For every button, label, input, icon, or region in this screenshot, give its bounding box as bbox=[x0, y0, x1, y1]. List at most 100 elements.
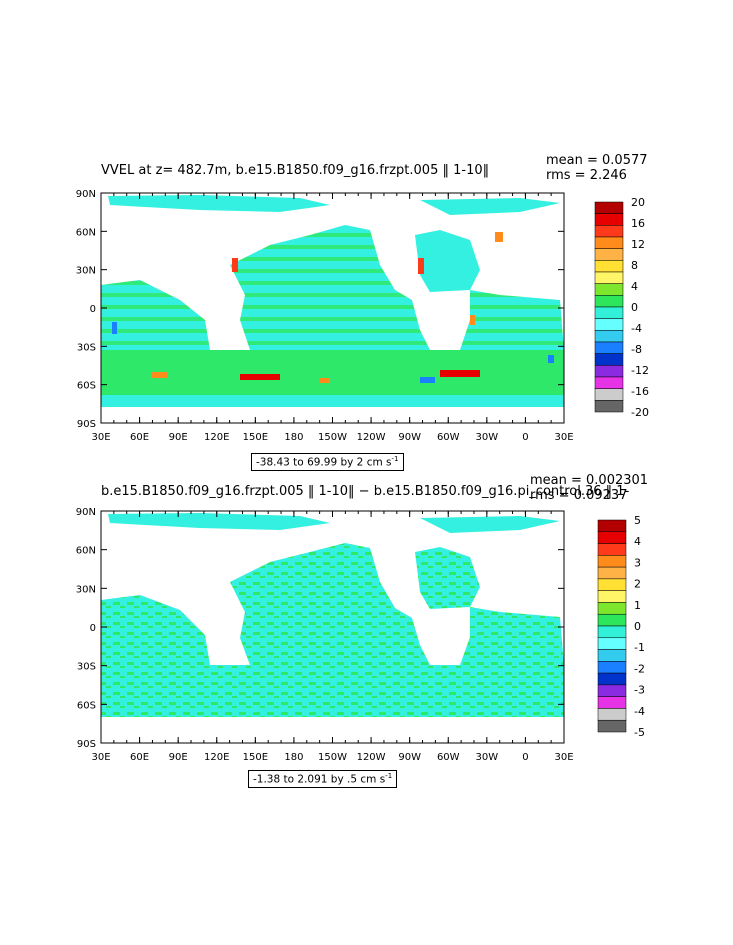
lon-label: 60W bbox=[437, 432, 460, 443]
lon-label: 150W bbox=[318, 432, 347, 443]
colorbar-label: -3 bbox=[634, 684, 645, 697]
colorbar-swatch bbox=[594, 225, 624, 238]
colorbar-swatch bbox=[594, 330, 624, 343]
colorbar-swatch bbox=[594, 271, 624, 284]
colorbar-label: 5 bbox=[634, 514, 641, 527]
colorbar-label: 16 bbox=[631, 217, 645, 230]
lon-label: 60E bbox=[130, 432, 149, 443]
panel2-rms: rms = 0.09237 bbox=[530, 488, 628, 503]
colorbar-swatch bbox=[597, 637, 627, 650]
panel1-map bbox=[100, 192, 565, 424]
lon-label: 180 bbox=[284, 432, 303, 443]
south-atlantic bbox=[460, 290, 564, 350]
panel2-range: -1.38 to 2.091 by .5 cm s bbox=[253, 773, 386, 786]
colorbar-label: -20 bbox=[631, 406, 649, 419]
lat-label: 90N bbox=[76, 507, 96, 518]
panel1-range-box: -38.43 to 69.99 by 2 cm s-1 bbox=[251, 453, 404, 471]
lon-label: 90W bbox=[398, 752, 421, 763]
south-atlantic-2 bbox=[460, 607, 564, 665]
panel2-title: b.e15.B1850.f09_g16.frzpt.005 ‖ 1-10‖ − … bbox=[101, 484, 630, 499]
colorbar-label: 20 bbox=[631, 196, 645, 209]
colorbar-swatch bbox=[594, 306, 624, 319]
lon-label: 30W bbox=[476, 752, 499, 763]
north-atlantic-2 bbox=[415, 547, 480, 609]
colorbar-label: -1 bbox=[634, 641, 645, 654]
colorbar-label: 1 bbox=[634, 599, 641, 612]
panel1-range: -38.43 to 69.99 by 2 cm s bbox=[256, 456, 392, 469]
colorbar-swatch bbox=[597, 590, 627, 603]
colorbar-swatch bbox=[594, 318, 624, 331]
colorbar-label: -16 bbox=[631, 385, 649, 398]
lon-label: 120E bbox=[204, 432, 229, 443]
lon-label: 0 bbox=[522, 432, 528, 443]
colorbar-swatch bbox=[597, 696, 627, 709]
panel1-title: VVEL at z= 482.7m, b.e15.B1850.f09_g16.f… bbox=[101, 163, 490, 178]
colorbar-label: 2 bbox=[634, 578, 641, 591]
lon-label: 30E bbox=[554, 752, 573, 763]
panel2-colorbar: 5 4 3 2 1 0 -1 -2 -3 -4 -5 bbox=[597, 514, 645, 739]
colorbar-swatch bbox=[594, 248, 624, 261]
colorbar-label: 3 bbox=[634, 556, 641, 569]
colorbar-swatch bbox=[597, 708, 627, 721]
colorbar-swatch bbox=[594, 365, 624, 378]
lon-label: 60E bbox=[130, 752, 149, 763]
colorbar-swatch bbox=[597, 543, 627, 556]
colorbar-swatch bbox=[594, 376, 624, 389]
colorbar-swatch bbox=[597, 613, 627, 627]
colorbar-swatch bbox=[594, 388, 624, 401]
pacific-ocean bbox=[230, 225, 430, 350]
lon-label: 150E bbox=[243, 432, 268, 443]
panel1-range-sup: -1 bbox=[391, 455, 399, 463]
north-atlantic bbox=[415, 230, 480, 292]
panel2-mean: mean = 0.002301 bbox=[530, 473, 649, 488]
lat-label: 0 bbox=[90, 623, 96, 634]
colorbar-label: 4 bbox=[634, 535, 641, 548]
lon-label: 30E bbox=[91, 432, 110, 443]
lat-label: 60S bbox=[77, 381, 96, 392]
lon-label: 90E bbox=[169, 752, 188, 763]
colorbar-label: -5 bbox=[634, 726, 645, 739]
colorbar-swatch bbox=[594, 213, 624, 226]
colorbar-label: 8 bbox=[631, 259, 638, 272]
colorbar-swatch bbox=[597, 519, 627, 533]
pacific-ocean-2 bbox=[230, 543, 430, 665]
colorbar-label: -4 bbox=[631, 322, 642, 335]
lat-label: 60N bbox=[76, 546, 96, 557]
panel1-colorbar: 20 16 12 8 4 0 -4 -8 -12 -16 -20 bbox=[594, 196, 649, 419]
arctic-ocean bbox=[108, 195, 330, 212]
colorbar-swatch bbox=[594, 283, 624, 296]
lon-label: 150W bbox=[318, 752, 347, 763]
lat-label: 90N bbox=[76, 189, 96, 200]
colorbar-swatch bbox=[597, 531, 627, 544]
colorbar-swatch bbox=[594, 236, 624, 249]
lat-label: 30S bbox=[77, 662, 96, 673]
panel1-mean: mean = 0.0577 bbox=[546, 153, 648, 168]
lon-label: 120W bbox=[357, 752, 386, 763]
panel1-rms: rms = 2.246 bbox=[546, 168, 627, 183]
colorbar-label: -8 bbox=[631, 343, 642, 356]
colorbar-label: -2 bbox=[634, 662, 645, 675]
lon-label: 30E bbox=[91, 752, 110, 763]
lat-label: 90S bbox=[77, 419, 96, 430]
colorbar-swatch bbox=[594, 353, 624, 366]
lat-label: 30S bbox=[77, 342, 96, 353]
colorbar-swatch bbox=[597, 566, 627, 580]
lon-label: 150E bbox=[243, 752, 268, 763]
colorbar-label: -12 bbox=[631, 364, 649, 377]
panel2-range-box: -1.38 to 2.091 by .5 cm s-1 bbox=[248, 770, 398, 788]
lon-label: 120E bbox=[204, 752, 229, 763]
lat-label: 0 bbox=[90, 304, 96, 315]
lat-label: 30N bbox=[76, 584, 96, 595]
colorbar-swatch bbox=[597, 672, 627, 686]
colorbar-label: 12 bbox=[631, 238, 645, 251]
lat-label: 30N bbox=[76, 266, 96, 277]
lon-label: 90W bbox=[398, 432, 421, 443]
lon-label: 120W bbox=[357, 432, 386, 443]
lat-label: 90S bbox=[77, 739, 96, 750]
colorbar-swatch bbox=[594, 400, 624, 413]
panel2-map bbox=[100, 510, 565, 744]
colorbar-label: 4 bbox=[631, 280, 638, 293]
colorbar-label: -4 bbox=[634, 705, 645, 718]
lat-label: 60S bbox=[77, 700, 96, 711]
